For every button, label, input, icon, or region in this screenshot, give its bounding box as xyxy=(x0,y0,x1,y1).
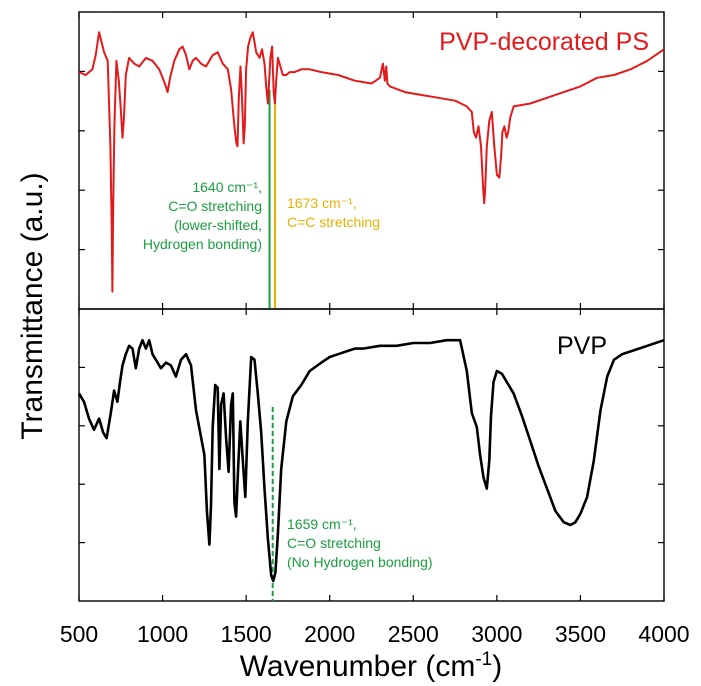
top-panel-frame xyxy=(78,11,665,310)
annotation-line: 1673 cm⁻¹, xyxy=(287,195,357,211)
bottom-panel-ticks xyxy=(78,309,665,601)
annotation-line: C=O stretching xyxy=(287,535,381,551)
x-tick-label: 1500 xyxy=(221,621,272,647)
x-axis-tick-labels: 500 1000 1500 2000 2500 3000 3500 4000 xyxy=(60,621,690,647)
pvp-line xyxy=(77,338,665,583)
bottom-panel: PVP 1659 cm⁻¹, C=O stretching (No Hydrogen… xyxy=(77,308,665,602)
bottom-panel-frame xyxy=(78,308,665,602)
top-panel-ticks xyxy=(78,12,665,309)
annotation-line: C=O stretching xyxy=(168,198,262,214)
annotation-line: 1659 cm⁻¹, xyxy=(287,516,357,532)
annotation-line: C=C stretching xyxy=(287,214,380,230)
x-tick-label: 4000 xyxy=(638,621,689,647)
x-tick-label: 3000 xyxy=(471,621,522,647)
annotation-1673: 1673 cm⁻¹, C=C stretching xyxy=(287,195,380,230)
x-tick-label: 3500 xyxy=(555,621,606,647)
top-panel-markers xyxy=(268,90,277,309)
annotation-1659: 1659 cm⁻¹, C=O stretching (No Hydrogen bon… xyxy=(287,516,433,570)
pvp-decorated-ps-line xyxy=(78,31,665,293)
annotation-line: (lower-shifted, xyxy=(174,217,262,233)
annotation-line: 1640 cm⁻¹, xyxy=(192,179,262,195)
top-panel: PVP-decorated PS 1640 cm⁻¹, C=O stretchin… xyxy=(78,11,665,310)
annotation-line: Hydrogen bonding) xyxy=(143,236,262,252)
x-tick-label: 2000 xyxy=(304,621,355,647)
x-tick-label: 2500 xyxy=(388,621,439,647)
annotation-1640: 1640 cm⁻¹, C=O stretching (lower-shifted, H… xyxy=(143,179,262,252)
pvp-decorated-ps-label: PVP-decorated PS xyxy=(439,28,649,56)
x-axis-title-superscript: -1 xyxy=(475,649,492,670)
pvp-label: PVP xyxy=(557,332,607,360)
y-axis-title: Transmittance (a.u.) xyxy=(16,172,49,439)
x-axis-title: Wavenumber (cm-1) xyxy=(240,649,503,683)
x-tick-label: 1000 xyxy=(137,621,188,647)
annotation-line: (No Hydrogen bonding) xyxy=(287,554,433,570)
x-tick-label: 500 xyxy=(60,621,98,647)
